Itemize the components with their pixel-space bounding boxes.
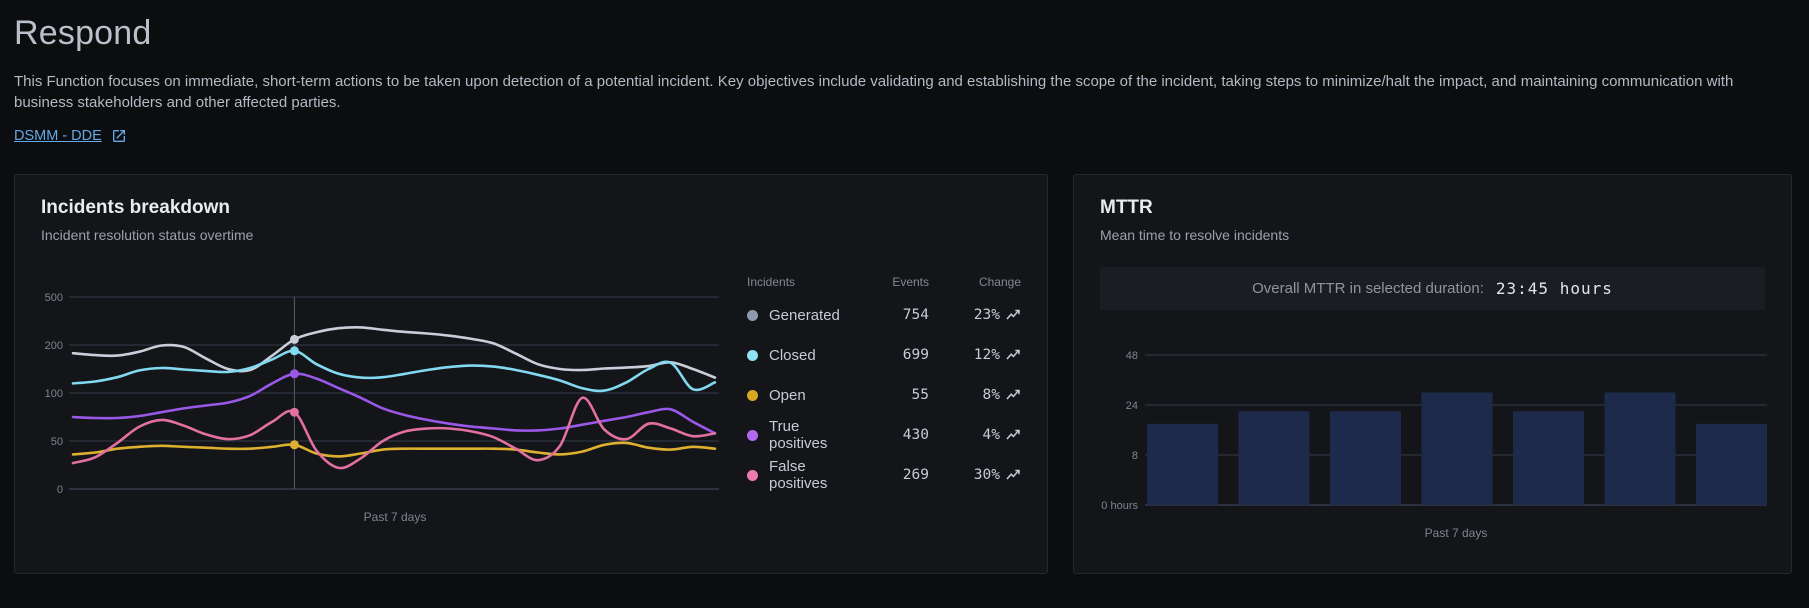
series-events-value: 699 [902, 347, 929, 363]
series-change-cell: 23% [937, 307, 1021, 323]
crosshair-dot [289, 440, 299, 450]
series-events-value: 754 [902, 307, 929, 323]
overall-mttr-banner: Overall MTTR in selected duration: 23:45… [1100, 267, 1765, 310]
incidents-breakdown-card: Incidents breakdown Incident resolution … [14, 174, 1048, 574]
legend-header-row: Incidents Events Change [747, 269, 1021, 295]
series-label: False positives [769, 458, 828, 492]
page-description: This Function focuses on immediate, shor… [14, 73, 1734, 111]
mttr-bar-chart[interactable]: 0 hours 8 24 48 Past 7 days [1100, 330, 1767, 542]
crosshair-dot [289, 369, 299, 379]
legend-header-events: Events [892, 275, 929, 289]
series-line-false-positives [71, 396, 717, 470]
series-color-dot [747, 349, 758, 361]
legend-row[interactable]: False positives 269 30% [747, 455, 1021, 495]
series-events-value: 430 [902, 427, 929, 443]
legend-row[interactable]: Generated 754 23% [747, 295, 1021, 335]
series-change-cell: 8% [937, 387, 1021, 403]
external-link-icon [111, 128, 127, 144]
mttr-bar [1513, 411, 1584, 506]
series-change-cell: 4% [937, 427, 1021, 443]
mttr-bar [1147, 423, 1218, 506]
svg-text:500: 500 [45, 292, 63, 304]
legend-header-incidents: Incidents [747, 275, 796, 289]
svg-text:8: 8 [1132, 450, 1138, 462]
mttr-bar [1604, 392, 1676, 505]
dsmm-dde-link[interactable]: DSMM - DDE [14, 128, 102, 144]
mttr-bar [1238, 411, 1310, 506]
legend-row[interactable]: Open 55 8% [747, 375, 1021, 415]
series-events-value: 269 [902, 467, 929, 483]
cards-row: Incidents breakdown Incident resolution … [14, 174, 1795, 574]
series-line-closed [71, 349, 717, 393]
series-change-value: 23% [973, 307, 1000, 323]
x-axis-label: Past 7 days [364, 510, 427, 524]
trending-up-icon [1006, 389, 1020, 400]
mttr-bar [1696, 423, 1767, 506]
series-color-dot [747, 389, 758, 401]
series-change-value: 4% [982, 427, 1000, 443]
mttr-bar [1421, 392, 1493, 505]
legend-row[interactable]: True positives 430 4% [747, 415, 1021, 455]
x-axis-label: Past 7 days [1425, 526, 1488, 540]
overall-mttr-label: Overall MTTR in selected duration: [1252, 280, 1484, 297]
series-line-true-positives [71, 372, 717, 435]
series-color-dot [747, 469, 758, 481]
incidents-chart-row: 0 50 100 200 500 Past 7 days Incidents Events… [41, 257, 1021, 529]
svg-text:100: 100 [45, 388, 63, 400]
trending-up-icon [1006, 309, 1020, 320]
series-label: Closed [769, 346, 816, 364]
svg-text:0 hours: 0 hours [1101, 500, 1138, 512]
incidents-card-title: Incidents breakdown [41, 197, 230, 218]
series-label: True positives [769, 418, 828, 452]
trending-up-icon [1006, 349, 1020, 360]
crosshair-dot [289, 407, 299, 417]
series-color-dot [747, 429, 758, 441]
legend-header-change: Change [978, 275, 1021, 289]
svg-text:48: 48 [1126, 350, 1138, 362]
crosshair-dot [289, 346, 299, 356]
series-change-cell: 12% [937, 347, 1021, 363]
legend-table: Incidents Events Change Generated 754 23% C… [747, 269, 1021, 529]
legend-row[interactable]: Closed 699 12% [747, 335, 1021, 375]
svg-text:0: 0 [57, 484, 63, 496]
series-line-open [71, 441, 717, 458]
crosshair-dot [289, 334, 299, 344]
series-color-dot [747, 309, 758, 321]
page-title: Respond [14, 14, 152, 52]
series-label: Generated [769, 306, 840, 324]
series-label: Open [769, 386, 806, 404]
svg-text:24: 24 [1126, 400, 1138, 412]
overall-mttr-value: 23:45 hours [1495, 279, 1613, 298]
series-change-value: 30% [973, 467, 1000, 483]
incidents-line-chart[interactable]: 0 50 100 200 500 Past 7 days [41, 257, 731, 529]
dsmm-link-row: DSMM - DDE [14, 128, 1795, 144]
series-change-value: 8% [982, 387, 1000, 403]
trending-up-icon [1006, 429, 1020, 440]
series-line-generated [71, 325, 717, 379]
series-events-value: 55 [911, 387, 929, 403]
series-change-cell: 30% [937, 467, 1021, 483]
mttr-bar [1330, 411, 1401, 506]
mttr-card: MTTR Mean time to resolve incidents Over… [1073, 174, 1792, 574]
svg-text:200: 200 [45, 340, 63, 352]
mttr-card-title: MTTR [1100, 197, 1153, 218]
incidents-card-subtitle: Incident resolution status overtime [41, 227, 254, 243]
svg-text:50: 50 [51, 436, 63, 448]
mttr-card-subtitle: Mean time to resolve incidents [1100, 227, 1290, 243]
trending-up-icon [1006, 469, 1020, 480]
series-change-value: 12% [973, 347, 1000, 363]
